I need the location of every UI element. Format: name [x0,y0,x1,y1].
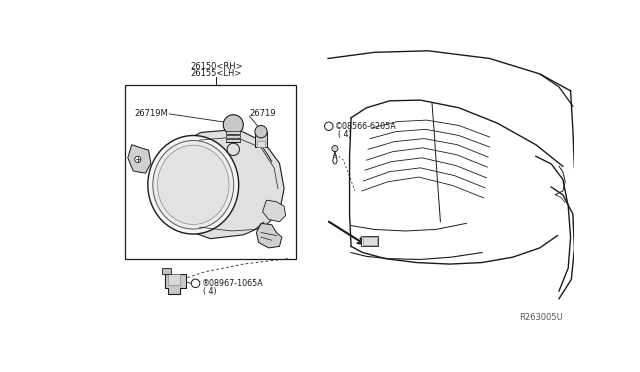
Bar [257,141,265,147]
Circle shape [332,145,338,152]
Circle shape [324,122,333,131]
Polygon shape [189,129,284,239]
Circle shape [135,156,141,163]
Text: 26719M: 26719M [134,109,168,118]
Bar [255,132,267,147]
Polygon shape [164,274,186,294]
Polygon shape [128,145,151,173]
Text: 26150<RH>: 26150<RH> [190,62,243,71]
Polygon shape [262,200,285,222]
Circle shape [255,125,267,138]
Circle shape [223,115,243,135]
Bar [227,131,240,134]
Bar [361,235,378,246]
Bar [125,86,296,259]
Text: S: S [326,124,331,129]
Circle shape [227,143,239,155]
Text: ®08967-1065A: ®08967-1065A [202,279,264,288]
Circle shape [191,279,200,288]
Ellipse shape [148,135,239,234]
Polygon shape [168,274,180,285]
Ellipse shape [157,145,229,224]
Text: ©08566-6205A: ©08566-6205A [335,122,397,131]
Bar [227,139,240,142]
Text: N: N [193,281,198,286]
Bar [227,135,240,138]
Text: 26719: 26719 [250,109,276,118]
Text: ( 4): ( 4) [204,287,217,296]
Polygon shape [163,268,171,274]
Text: ( 4): ( 4) [338,130,351,139]
Text: R263005U: R263005U [519,313,563,322]
Bar [363,237,376,245]
Ellipse shape [153,141,234,229]
Polygon shape [257,223,282,248]
Text: 26155<LH>: 26155<LH> [191,69,242,78]
